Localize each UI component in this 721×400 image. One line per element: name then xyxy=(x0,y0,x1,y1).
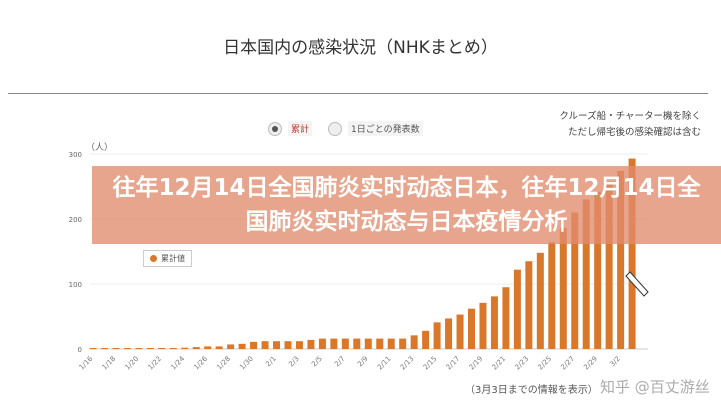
overlay-title-banner: 往年12月14日全国肺炎实时动态日本，往年12月14日全国肺炎实时动态与日本疫情… xyxy=(92,166,721,244)
x-tick-label: 2/3 xyxy=(287,355,301,369)
legend-swatch xyxy=(150,255,157,262)
bar-2/24 xyxy=(536,252,544,349)
bar-1/20 xyxy=(135,348,143,349)
legend-label: 累計値 xyxy=(161,254,185,263)
x-tick-label: 1/30 xyxy=(238,355,255,372)
x-tick-label: 1/20 xyxy=(124,355,141,372)
bar-2/1 xyxy=(273,341,281,349)
y-tick-label: 0 xyxy=(78,346,82,354)
bar-3/3 xyxy=(628,158,636,349)
bar-1/16 xyxy=(89,348,97,349)
bar-3/1 xyxy=(605,183,613,349)
note-line-1: クルーズ船・チャーター機を除く xyxy=(559,111,701,122)
x-tick-label: 2/5 xyxy=(310,355,324,369)
bar-2/4 xyxy=(307,339,315,349)
x-tick-label: 2/27 xyxy=(559,355,576,372)
x-tick-label: 2/13 xyxy=(399,355,416,372)
view-toggle: 累計 1日ごとの発表数 xyxy=(268,121,423,136)
bar-1/27 xyxy=(215,346,223,349)
bar-2/2 xyxy=(284,341,292,349)
bar-1/30 xyxy=(250,341,258,349)
bar-1/29 xyxy=(238,343,246,349)
bar-2/26 xyxy=(559,228,567,349)
bar-2/10 xyxy=(376,338,384,349)
bar-1/28 xyxy=(227,344,235,349)
bar-2/20 xyxy=(490,296,498,349)
note-line-2: ただし帰宅後の感染確認は含む xyxy=(567,127,701,138)
bar-2/25 xyxy=(548,242,556,349)
bar-2/15 xyxy=(433,322,441,349)
x-tick-label: 2/19 xyxy=(468,355,485,372)
bar-1/23 xyxy=(169,348,177,349)
x-tick-label: 1/18 xyxy=(101,355,118,372)
x-tick-label: 2/17 xyxy=(445,355,462,372)
bar-2/12 xyxy=(399,338,407,349)
page-title: 日本国内の感染状況（NHKまとめ） xyxy=(223,38,498,58)
y-axis-unit: （人） xyxy=(86,142,113,153)
bar-2/9 xyxy=(364,338,372,349)
bar-1/19 xyxy=(123,348,131,349)
cursor-pen-icon xyxy=(625,271,649,297)
bar-2/22 xyxy=(513,269,521,349)
bar-2/29 xyxy=(594,191,602,349)
bar-1/25 xyxy=(192,347,200,349)
bar-3/2 xyxy=(617,170,625,349)
x-tick-label: 1/26 xyxy=(192,354,209,371)
x-tick-label: 2/9 xyxy=(356,355,370,369)
bar-2/18 xyxy=(468,308,476,349)
bar-2/16 xyxy=(445,318,453,349)
x-tick-label: 2/23 xyxy=(513,355,530,372)
x-tick-label: 2/11 xyxy=(376,355,393,372)
x-tick-label: 1/28 xyxy=(215,355,232,372)
bar-2/14 xyxy=(422,330,430,349)
x-tick-label: 1/24 xyxy=(169,354,186,371)
x-tick-label: 2/15 xyxy=(422,355,439,372)
watermark: 知乎 @百丈游丝 xyxy=(600,378,710,396)
radio-cumulative[interactable] xyxy=(268,121,282,136)
bar-1/26 xyxy=(204,346,212,349)
bar-1/17 xyxy=(100,348,108,349)
y-tick-label: 300 xyxy=(69,151,82,159)
bar-2/11 xyxy=(387,338,395,349)
bar-2/6 xyxy=(330,338,338,349)
bar-1/22 xyxy=(158,348,166,349)
x-tick-label: 1/22 xyxy=(146,355,163,372)
bar-2/23 xyxy=(525,261,533,349)
bar-2/27 xyxy=(571,212,579,349)
x-tick-label: 2/7 xyxy=(333,355,347,369)
bar-2/13 xyxy=(410,335,418,349)
x-tick-label: 1/16 xyxy=(78,354,95,371)
y-tick-label: 100 xyxy=(69,281,82,289)
x-tick-label: 2/29 xyxy=(582,355,599,372)
bar-1/18 xyxy=(112,348,120,349)
bar-1/21 xyxy=(146,348,154,349)
overlay-title: 往年12月14日全国肺炎实时动态日本，往年12月14日全国肺炎实时动态与日本疫情… xyxy=(112,175,701,235)
bar-1/24 xyxy=(181,347,189,349)
bar-2/17 xyxy=(456,314,464,349)
bar-2/8 xyxy=(353,338,361,349)
bar-1/31 xyxy=(261,341,269,349)
x-tick-label: 3/2 xyxy=(608,355,622,369)
x-tick-label: 2/1 xyxy=(264,355,278,369)
x-tick-label: 2/25 xyxy=(536,355,553,372)
bar-2/3 xyxy=(295,341,303,349)
radio-cumulative-label[interactable]: 累計 xyxy=(288,121,313,136)
x-tick-label: 2/21 xyxy=(491,355,508,372)
divider xyxy=(8,93,708,94)
bar-2/21 xyxy=(502,287,510,349)
y-tick-label: 200 xyxy=(69,216,82,224)
radio-daily-label[interactable]: 1日ごとの発表数 xyxy=(348,121,423,136)
chart-legend: 累計値 xyxy=(143,250,192,267)
bar-2/28 xyxy=(582,199,590,349)
source-note: （3月3日までの情報を表示） xyxy=(465,385,598,396)
bar-2/7 xyxy=(341,338,349,349)
bar-2/19 xyxy=(479,302,487,349)
radio-daily[interactable] xyxy=(328,121,343,136)
bar-2/5 xyxy=(318,338,326,349)
